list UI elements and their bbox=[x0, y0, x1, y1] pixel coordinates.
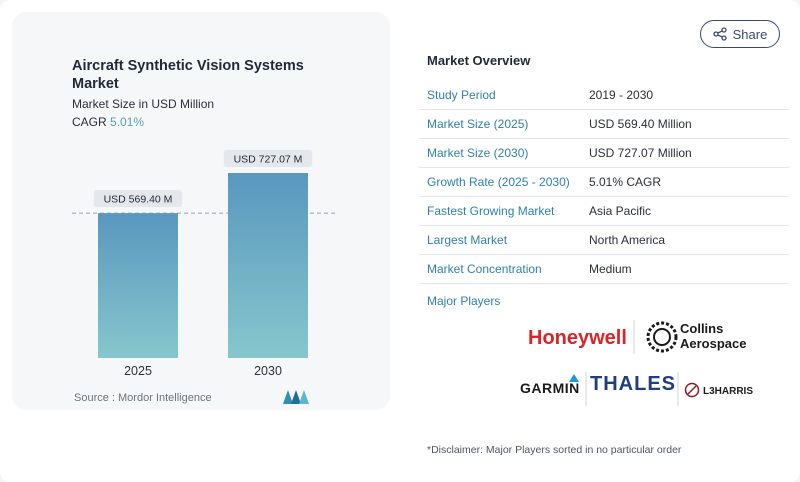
x-tick-label: 2025 bbox=[124, 364, 152, 378]
cagr-value: 5.01% bbox=[110, 115, 145, 129]
share-button[interactable]: Share bbox=[700, 20, 780, 48]
data-label: USD 727.07 M bbox=[234, 154, 303, 166]
bars-group: USD 569.40 M 2025 USD 727.07 M 2030 bbox=[93, 150, 313, 378]
overview-row: Growth Rate (2025 - 2030) 5.01% CAGR bbox=[419, 168, 789, 197]
bar-2030 bbox=[228, 173, 308, 358]
overview-title: Market Overview bbox=[427, 53, 531, 68]
overview-row: Market Size (2030) USD 727.07 Million bbox=[419, 139, 789, 168]
overview-label: Study Period bbox=[427, 88, 496, 102]
overview-value: USD 727.07 Million bbox=[589, 146, 692, 160]
overview-value: Medium bbox=[589, 262, 632, 276]
data-label-background bbox=[223, 150, 313, 167]
l3harris-logo-icon bbox=[684, 382, 700, 398]
overview-row: Fastest Growing Market Asia Pacific bbox=[419, 197, 789, 226]
overview-row: Market Size (2025) USD 569.40 Million bbox=[419, 110, 789, 139]
overview-label: Largest Market bbox=[427, 233, 508, 247]
overview-value: 2019 - 2030 bbox=[589, 88, 654, 102]
garmin-logo: GARMIN bbox=[520, 380, 580, 396]
data-label: USD 569.40 M bbox=[104, 194, 173, 206]
major-players-logos: Honeywell Collins Aerospace GARMIN THALE… bbox=[520, 320, 753, 406]
source-label: Source : Mordor Intelligence bbox=[74, 392, 212, 404]
thales-logo: THALES bbox=[590, 373, 676, 395]
x-tick-label: 2030 bbox=[254, 364, 282, 378]
cagr-label: CAGR bbox=[72, 115, 107, 129]
honeywell-logo: Honeywell bbox=[528, 327, 627, 349]
overview-label: Market Size (2030) bbox=[427, 146, 529, 160]
overview-row: Market Concentration Medium bbox=[419, 255, 789, 284]
bar-chart: USD 569.40 M 2025 USD 727.07 M 2030 bbox=[72, 150, 338, 378]
bar-2025 bbox=[98, 213, 178, 358]
overview-label: Market Concentration bbox=[427, 262, 542, 276]
collins-logo-line2: Aerospace bbox=[680, 336, 746, 351]
chart-subtitle: Market Size in USD Million bbox=[72, 97, 215, 111]
disclaimer: *Disclaimer: Major Players sorted in no … bbox=[427, 444, 682, 456]
overview-label: Fastest Growing Market bbox=[427, 204, 555, 218]
overview-label: Market Size (2025) bbox=[427, 117, 529, 131]
collins-logo-line1: Collins bbox=[680, 321, 723, 336]
major-players-title: Major Players bbox=[427, 294, 501, 308]
collins-logo-icon bbox=[646, 321, 678, 353]
overview-value: USD 569.40 Million bbox=[589, 117, 692, 131]
chart-title: Aircraft Synthetic Vision Systems Market bbox=[72, 58, 304, 92]
overview-table: Study Period 2019 - 2030 Market Size (20… bbox=[419, 81, 789, 284]
overview-value: 5.01% CAGR bbox=[589, 175, 662, 189]
mordor-logo-icon bbox=[283, 390, 309, 409]
overview-row: Study Period 2019 - 2030 bbox=[419, 81, 789, 110]
chart-card bbox=[12, 12, 390, 410]
overview-label: Growth Rate (2025 - 2030) bbox=[427, 175, 570, 189]
overview-value: Asia Pacific bbox=[589, 204, 652, 218]
cagr-line: CAGR 5.01% bbox=[72, 115, 144, 129]
overview-row: Largest Market North America bbox=[419, 226, 789, 255]
l3harris-logo: L3HARRIS bbox=[703, 386, 753, 397]
data-label-background bbox=[93, 190, 183, 208]
overview-value: North America bbox=[589, 233, 666, 247]
share-label: Share bbox=[732, 26, 768, 42]
share-icon bbox=[712, 27, 727, 41]
